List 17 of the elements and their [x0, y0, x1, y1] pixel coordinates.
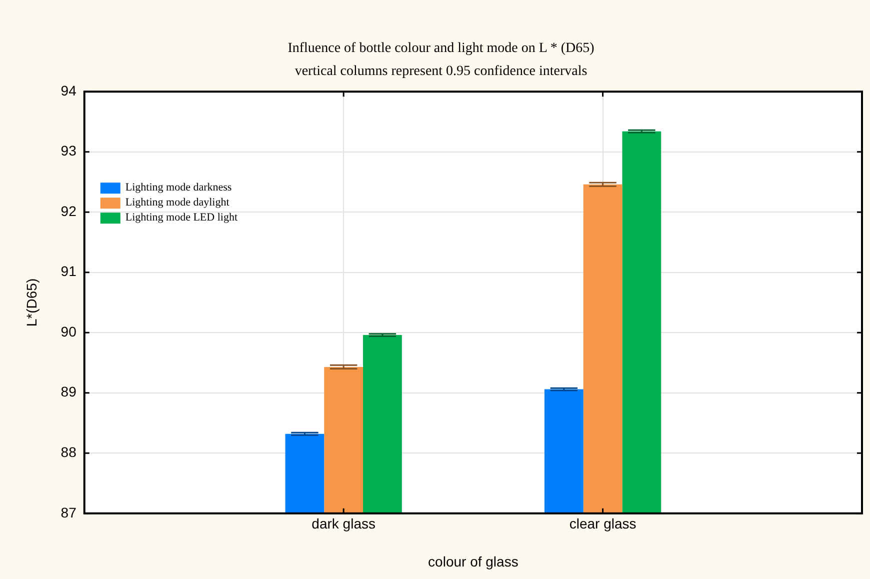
legend-label: Lighting mode daylight — [125, 196, 230, 208]
y-tick-label: 94 — [60, 82, 77, 98]
chart-title: Influence of bottle colour and light mode on L * (D65) — [288, 41, 595, 56]
y-tick-label: 92 — [60, 202, 77, 219]
legend-label: Lighting mode darkness — [125, 181, 232, 194]
y-tick-label: 90 — [60, 323, 77, 340]
y-tick-label: 93 — [60, 142, 77, 159]
legend-label: Lighting mode LED light — [125, 211, 238, 224]
x-tick-label: clear glass — [569, 516, 636, 532]
y-axis-title: L*(D65) — [23, 278, 40, 327]
y-tick-label: 87 — [60, 504, 77, 520]
chart-subtitle: vertical columns represent 0.95 confidence intervals — [294, 64, 588, 79]
y-tick-label: 89 — [60, 384, 77, 400]
x-tick-label: dark glass — [312, 516, 376, 532]
x-axis-title: colour of glass — [428, 553, 518, 570]
y-tick-label: 91 — [60, 263, 77, 280]
y-tick-label: 88 — [60, 444, 77, 460]
